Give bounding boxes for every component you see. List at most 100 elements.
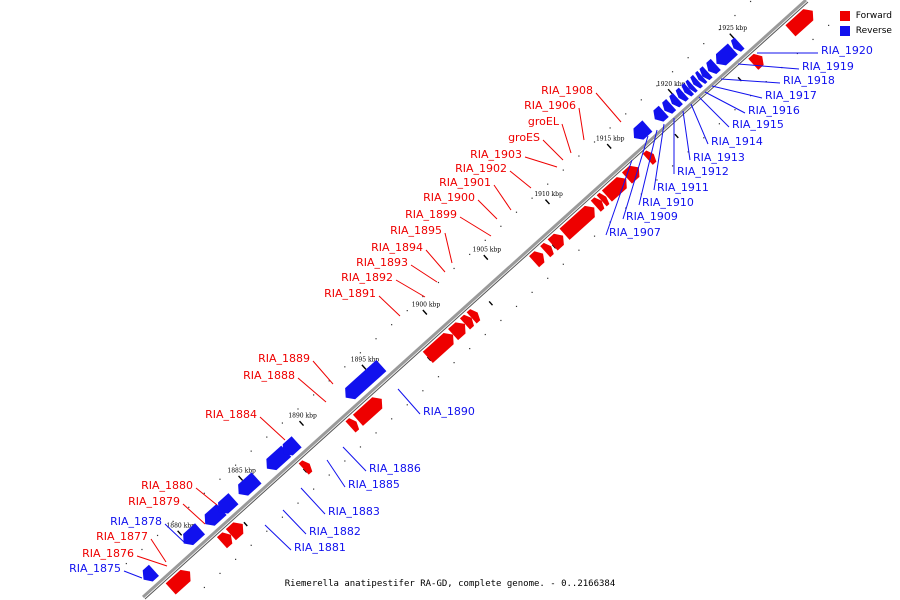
gene-label: RIA_1876: [82, 547, 134, 560]
track-dot: [172, 520, 174, 522]
gene-label: RIA_1900: [423, 191, 475, 204]
track-dot: [297, 502, 299, 504]
track-dot: [547, 277, 549, 279]
gene-label: RIA_1877: [96, 530, 148, 543]
track-dot: [250, 450, 252, 452]
scale-tick: [422, 309, 428, 315]
gene-label: RIA_1892: [341, 271, 393, 284]
gene-arrow: [165, 569, 191, 595]
gene-label: RIA_1916: [748, 104, 800, 117]
minor-mark: [243, 521, 248, 527]
label-leader: [397, 388, 421, 415]
track-dot: [500, 225, 502, 227]
label-leader: [682, 110, 691, 161]
gene-label: RIA_1899: [405, 208, 457, 221]
scale-tick: [667, 88, 673, 95]
label-leader: [622, 135, 649, 220]
gene-arrow: [730, 37, 745, 52]
gene-arrow: [448, 322, 466, 341]
track-dot: [453, 267, 455, 270]
label-leader: [493, 184, 512, 211]
legend-forward: Forward: [839, 8, 892, 23]
scale-tick: [729, 33, 735, 39]
gene-label: RIA_1881: [294, 541, 346, 554]
track-dot: [484, 333, 486, 336]
scale-tick-label: 1925 kbp: [719, 25, 748, 32]
label-leader: [282, 509, 307, 535]
track-dot: [437, 281, 440, 284]
track-dot: [422, 390, 424, 392]
scale-tick-label: 1910 kbp: [534, 191, 563, 198]
gene-label: RIA_1891: [324, 287, 376, 300]
label-leader: [182, 503, 206, 525]
label-leader: [164, 523, 186, 544]
label-leaders: [123, 52, 818, 579]
track-dot: [718, 28, 720, 31]
track-dot: [188, 506, 190, 508]
gene-arrow: [785, 9, 814, 37]
gene-arrow: [653, 105, 669, 122]
label-leader: [542, 139, 564, 161]
track-dot: [515, 305, 518, 308]
track-dot: [593, 235, 596, 237]
track-dot: [547, 183, 549, 185]
label-leader: [737, 63, 800, 70]
label-leader: [300, 487, 326, 515]
gene-label: groES: [508, 131, 540, 144]
label-leader: [444, 232, 453, 264]
label-leader: [595, 92, 622, 123]
track-dot: [749, 0, 752, 3]
label-leader: [326, 459, 346, 488]
track-dot: [500, 319, 502, 322]
track-dot: [406, 310, 408, 312]
track-dot: [328, 380, 330, 382]
track-dot: [313, 394, 315, 396]
gene-arrow: [282, 436, 302, 456]
track-dot: [703, 137, 705, 139]
gene-arrow: [675, 87, 689, 102]
legend: Forward Reverse: [839, 8, 892, 38]
gene-features: [142, 9, 814, 595]
legend-forward-label: Forward: [855, 10, 892, 21]
track-dot: [687, 151, 689, 153]
scale-tick-label: 1920 kbp: [657, 81, 686, 88]
scale-tick: [606, 143, 612, 149]
gene-arrow: [681, 82, 695, 97]
gene-label: RIA_1915: [732, 118, 784, 131]
gene-label: RIA_1895: [390, 224, 442, 237]
gene-label: RIA_1918: [783, 74, 835, 87]
gene-label: RIA_1902: [455, 162, 507, 175]
gene-arrow: [715, 43, 738, 66]
gene-arrow: [540, 242, 554, 258]
track-dot: [219, 572, 221, 575]
label-leader: [704, 91, 746, 114]
minor-mark: [488, 300, 494, 306]
gene-arrow: [352, 397, 383, 426]
track-dot: [484, 239, 486, 241]
label-leader: [561, 123, 572, 154]
scale-tick-label: 1885 kbp: [227, 468, 256, 475]
track-dot: [406, 404, 408, 406]
track-dot: [734, 14, 736, 17]
legend-reverse-label: Reverse: [855, 25, 892, 36]
gene-arrow: [216, 532, 233, 549]
track-dot: [625, 113, 627, 115]
scale-tick: [298, 420, 305, 427]
track-dot: [656, 85, 658, 87]
track-dot: [734, 109, 736, 111]
forward-swatch: [839, 10, 850, 21]
track-dot: [640, 99, 642, 101]
genome-caption: Riemerella anatipestifer RA-GD, complete…: [284, 579, 616, 589]
gene-label: RIA_1910: [642, 196, 694, 209]
gene-arrow: [695, 70, 708, 85]
track-dot: [578, 155, 580, 157]
gene-arrow: [218, 493, 239, 514]
scale-tick-label: 1890 kbp: [288, 413, 317, 420]
label-leader: [378, 295, 401, 317]
scale-tick: [483, 254, 489, 261]
track-dot: [671, 71, 674, 73]
gene-arrow: [142, 564, 159, 582]
gene-label: RIA_1878: [110, 515, 162, 528]
track-dot: [687, 57, 689, 59]
track-dot: [297, 408, 299, 410]
